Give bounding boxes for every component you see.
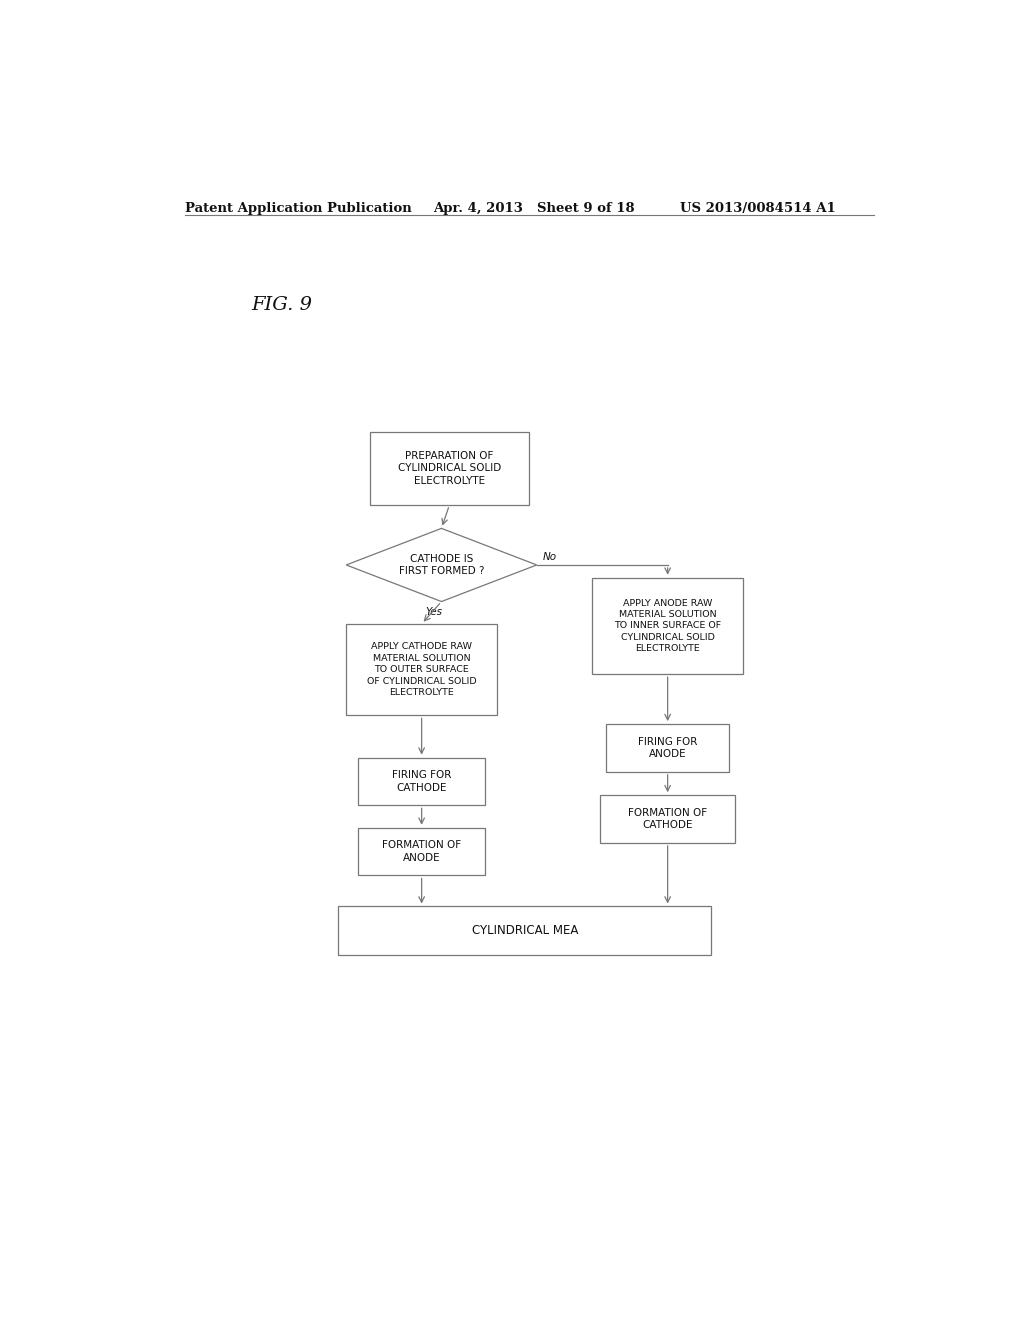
Text: Apr. 4, 2013: Apr. 4, 2013 xyxy=(433,202,523,215)
FancyBboxPatch shape xyxy=(600,795,735,843)
FancyBboxPatch shape xyxy=(346,624,497,715)
Text: Sheet 9 of 18: Sheet 9 of 18 xyxy=(537,202,634,215)
Text: Patent Application Publication: Patent Application Publication xyxy=(185,202,412,215)
Text: CYLINDRICAL MEA: CYLINDRICAL MEA xyxy=(472,924,578,937)
Polygon shape xyxy=(346,528,537,602)
Text: FIG. 9: FIG. 9 xyxy=(251,296,312,314)
Text: FIRING FOR
CATHODE: FIRING FOR CATHODE xyxy=(392,770,452,793)
Text: APPLY ANODE RAW
MATERIAL SOLUTION
TO INNER SURFACE OF
CYLINDRICAL SOLID
ELECTROL: APPLY ANODE RAW MATERIAL SOLUTION TO INN… xyxy=(614,598,721,653)
Text: US 2013/0084514 A1: US 2013/0084514 A1 xyxy=(680,202,836,215)
FancyBboxPatch shape xyxy=(370,432,528,506)
Text: FIRING FOR
ANODE: FIRING FOR ANODE xyxy=(638,737,697,759)
FancyBboxPatch shape xyxy=(338,907,712,956)
FancyBboxPatch shape xyxy=(592,578,743,675)
Text: FORMATION OF
CATHODE: FORMATION OF CATHODE xyxy=(628,808,708,830)
Text: APPLY CATHODE RAW
MATERIAL SOLUTION
TO OUTER SURFACE
OF CYLINDRICAL SOLID
ELECTR: APPLY CATHODE RAW MATERIAL SOLUTION TO O… xyxy=(367,643,476,697)
Text: PREPARATION OF
CYLINDRICAL SOLID
ELECTROLYTE: PREPARATION OF CYLINDRICAL SOLID ELECTRO… xyxy=(397,450,501,486)
Text: CATHODE IS
FIRST FORMED ?: CATHODE IS FIRST FORMED ? xyxy=(398,553,484,577)
Text: No: No xyxy=(543,552,557,562)
FancyBboxPatch shape xyxy=(358,758,485,805)
FancyBboxPatch shape xyxy=(606,725,729,772)
FancyBboxPatch shape xyxy=(358,828,485,875)
Text: FORMATION OF
ANODE: FORMATION OF ANODE xyxy=(382,841,461,863)
Text: Yes: Yes xyxy=(426,607,442,616)
